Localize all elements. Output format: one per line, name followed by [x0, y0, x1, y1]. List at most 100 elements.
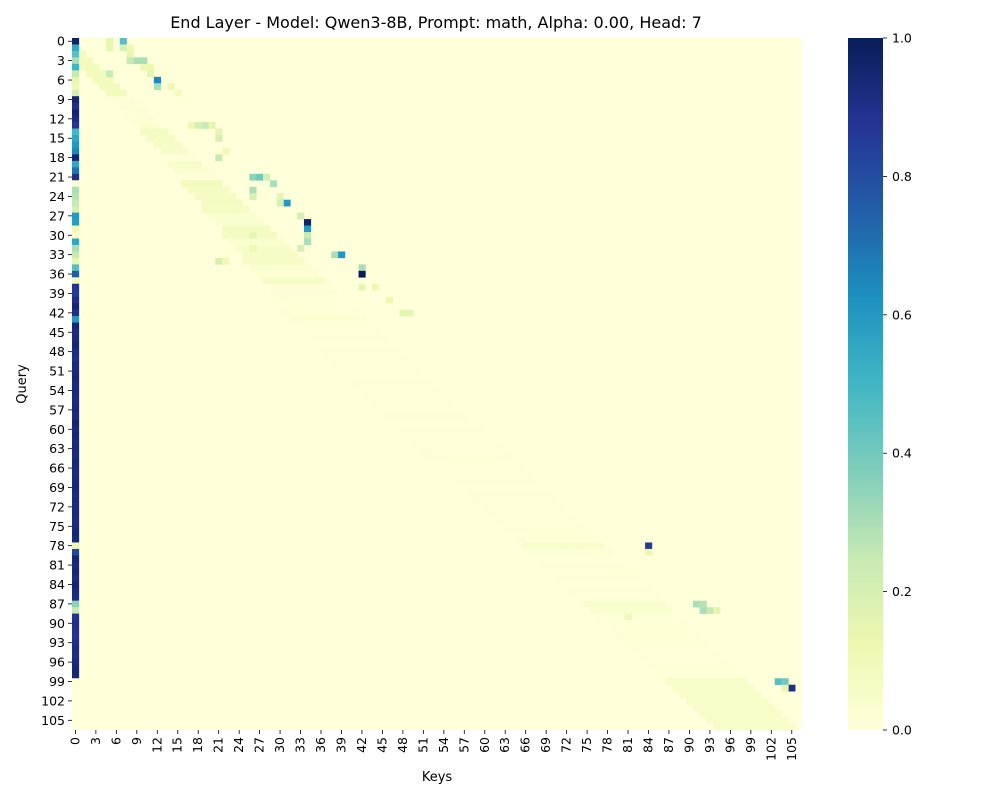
heatmap-cell: [467, 445, 475, 453]
heatmap-cell: [679, 652, 687, 660]
heatmap-cell: [535, 523, 544, 530]
heatmap-cell: [726, 684, 735, 692]
heatmap-cell: [658, 600, 666, 608]
heatmap-cell: [344, 341, 353, 349]
heatmap-cell: [754, 691, 762, 698]
x-tick-label: 51: [415, 737, 430, 753]
x-tick-label: 60: [477, 737, 492, 753]
heatmap-cell: [181, 154, 189, 162]
heatmap-cell: [692, 658, 700, 666]
heatmap-cell: [72, 613, 80, 621]
heatmap-cell: [297, 244, 305, 252]
x-tick-label: 0: [67, 737, 82, 745]
x-tick-label: 96: [722, 737, 737, 753]
heatmap-cell: [679, 665, 687, 673]
heatmap-cell: [72, 464, 80, 472]
heatmap-cell: [515, 484, 523, 492]
x-tick-label: 90: [681, 737, 696, 753]
heatmap-cell: [269, 264, 277, 272]
heatmap-cell: [276, 264, 284, 272]
heatmap-cell: [610, 581, 619, 589]
heatmap-cell: [153, 76, 161, 84]
heatmap-cell: [385, 296, 393, 304]
heatmap-cell: [256, 244, 264, 252]
heatmap-cell: [740, 710, 748, 718]
y-tick-label: 21: [49, 170, 65, 185]
heatmap-cell: [215, 206, 223, 213]
heatmap-cell: [160, 154, 168, 162]
heatmap-cell: [72, 497, 80, 504]
y-tick-label: 93: [49, 635, 65, 650]
heatmap-cell: [317, 283, 325, 291]
heatmap-cell: [290, 257, 298, 265]
heatmap-cell: [522, 497, 530, 504]
heatmap-cell: [508, 464, 516, 472]
heatmap-cell: [747, 691, 755, 698]
heatmap-cell: [679, 684, 687, 692]
heatmap-cell: [713, 658, 721, 666]
heatmap-cell: [379, 393, 387, 401]
heatmap-cell: [733, 704, 741, 711]
heatmap-cell: [72, 639, 80, 647]
heatmap-cell: [242, 212, 250, 220]
heatmap-cell: [576, 587, 584, 595]
heatmap-cell: [222, 225, 230, 233]
heatmap-cell: [508, 510, 516, 517]
heatmap-cell: [604, 561, 612, 569]
heatmap-cell: [72, 374, 80, 382]
heatmap-cell: [338, 303, 346, 310]
heatmap-cell: [174, 147, 182, 155]
heatmap-cell: [344, 354, 353, 362]
heatmap-cell: [638, 600, 646, 608]
heatmap-cell: [167, 160, 175, 168]
y-tick-label: 54: [49, 383, 65, 398]
heatmap-cell: [358, 335, 366, 343]
heatmap-cell: [303, 232, 312, 239]
heatmap-cell: [290, 303, 298, 310]
heatmap-cell: [263, 270, 271, 278]
heatmap-cell: [604, 548, 612, 556]
heatmap-cell: [290, 251, 298, 259]
heatmap-cell: [276, 270, 284, 278]
heatmap-cell: [263, 283, 271, 291]
heatmap-cell: [72, 652, 80, 660]
heatmap-cell: [385, 413, 393, 420]
heatmap-cell: [256, 264, 264, 272]
heatmap-cell: [672, 684, 680, 692]
heatmap-cell: [747, 723, 755, 731]
heatmap-cell: [604, 594, 612, 601]
heatmap-cell: [358, 380, 366, 388]
heatmap-cell: [317, 309, 325, 317]
heatmap-cell: [297, 316, 305, 323]
y-tick-label: 78: [49, 538, 65, 553]
heatmap-cell: [263, 277, 271, 285]
heatmap-cell: [215, 128, 223, 136]
heatmap-cell: [474, 464, 482, 472]
heatmap-cell: [331, 251, 339, 259]
heatmap-cell: [440, 406, 448, 414]
heatmap-cell: [235, 206, 243, 213]
heatmap-cell: [474, 458, 482, 466]
heatmap-cell: [733, 697, 741, 705]
heatmap-cell: [235, 219, 243, 226]
heatmap-cell: [686, 626, 694, 634]
heatmap-cell: [590, 594, 598, 601]
heatmap-cell: [535, 484, 544, 492]
heatmap-cell: [597, 568, 605, 576]
x-tick-label: 75: [579, 737, 594, 753]
heatmap-cell: [747, 710, 755, 718]
heatmap-cell: [72, 438, 80, 446]
x-tick-label: 45: [374, 737, 389, 753]
heatmap-cell: [529, 510, 537, 517]
heatmap-cell: [501, 451, 509, 459]
heatmap-cell: [679, 658, 687, 666]
heatmap-cell: [222, 186, 230, 194]
heatmap-cell: [338, 335, 346, 343]
heatmap-cell: [679, 620, 687, 627]
heatmap-cell: [638, 639, 646, 647]
heatmap-cell: [310, 316, 318, 323]
heatmap-cell: [440, 451, 448, 459]
heatmap-cell: [515, 535, 523, 543]
heatmap-cell: [399, 361, 407, 369]
heatmap-cell: [679, 632, 687, 640]
